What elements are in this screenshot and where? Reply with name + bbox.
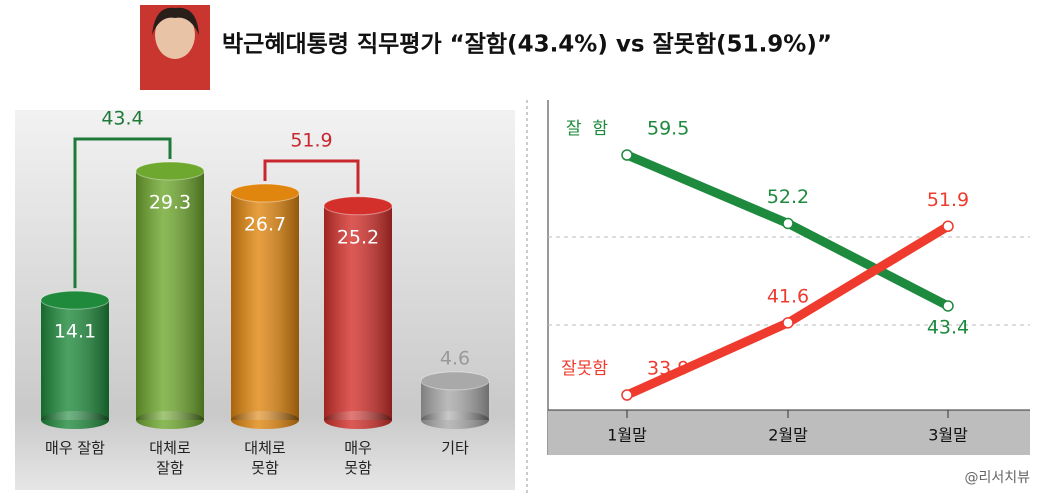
bar-base-shade [136,411,204,429]
x-tick-label: 대체로 못함 [244,439,286,477]
value-label: 59.5 [647,118,689,140]
point [621,149,633,161]
bar-top [40,290,110,310]
bar-shade [324,205,392,420]
series-label: 잘 함 [566,119,608,139]
bar-top [323,196,393,216]
point [782,217,794,230]
value-label: 25.2 [337,226,379,248]
x-tick-label: 대체로 잘함 [149,439,191,477]
bar-shade [231,193,299,420]
bar-base-shade [421,411,489,429]
x-tick-label: 기타 [441,439,469,457]
value-label: 26.7 [244,214,286,236]
line [622,150,953,311]
bar-base-shade [324,411,392,429]
bar-base-shade [231,411,299,429]
bar-top [230,183,300,203]
group-bracket [73,137,172,289]
photo-hair [152,7,199,35]
value-label: 52.2 [767,186,809,208]
bar-top [135,161,205,181]
title: 박근혜대통령 직무평가 “잘함(43.4%) vs 잘못함(51.9%)” [222,32,832,58]
bar-shade [41,300,109,420]
series-label: 잘못함 [561,359,608,379]
value-label: 51.9 [927,189,969,211]
x-tick-label: 3월말 [928,426,968,445]
x-tick-label: 매우 못함 [344,439,372,477]
value-label: 33.9 [647,358,689,380]
value-label: 43.4 [927,316,969,338]
point [942,220,954,232]
bar-base-shade [41,411,109,429]
point [621,389,633,401]
x-tick-label: 1월말 [607,426,647,445]
point [942,300,954,312]
group-label: 51.9 [290,130,332,152]
x-tick-label: 매우 잘함 [45,439,105,457]
value-label: 4.6 [440,347,470,369]
value-label: 29.3 [149,191,191,213]
group-label: 43.4 [101,107,143,129]
value-label: 41.6 [767,285,809,307]
photo-face [155,11,195,59]
x-axis-band [548,410,1030,455]
point [782,317,794,329]
bar-top [420,371,490,391]
value-label: 14.1 [54,321,96,343]
source: @리서치뷰 [964,470,1030,486]
group-bracket [263,159,360,194]
bar-shade [136,170,204,420]
x-tick-label: 2월말 [768,426,808,445]
